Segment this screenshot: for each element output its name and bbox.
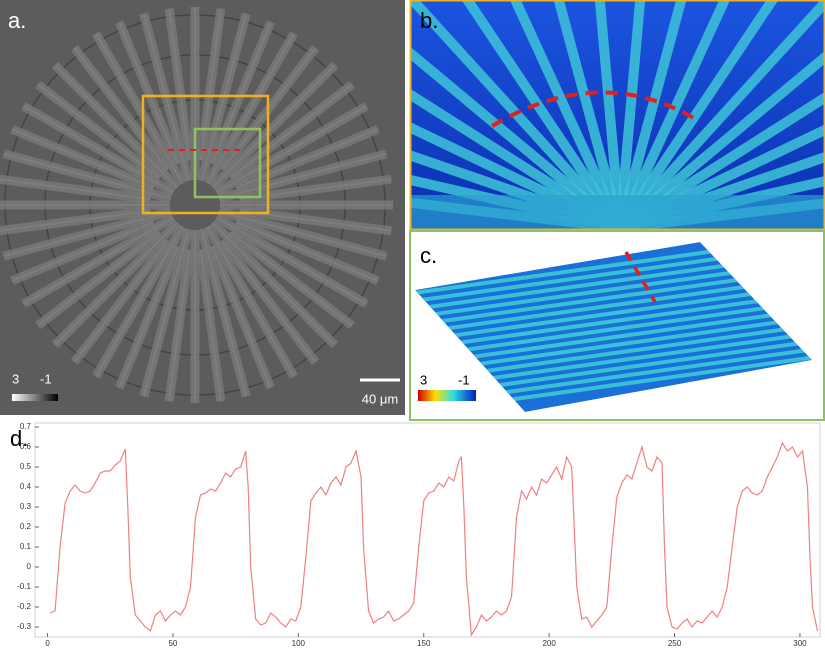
spoke: [51, 61, 181, 191]
spoke: [115, 244, 182, 390]
spoke: [214, 102, 369, 197]
ridge: [415, 297, 812, 361]
y-tick-label: -0.3: [17, 622, 31, 631]
zoom-box-c: [193, 127, 262, 199]
spoke: [139, 227, 193, 398]
panel-label: a.: [8, 8, 26, 33]
spoke: [2, 207, 173, 261]
spoke: [218, 237, 320, 365]
colorbar-min: -1: [458, 372, 470, 387]
ridge: [615, 1, 730, 229]
gray-colorbar: [12, 394, 58, 401]
y-tick-label: -0.1: [17, 582, 31, 591]
ridge: [411, 89, 623, 229]
ridge: [616, 51, 824, 229]
spoke: [209, 61, 339, 191]
spoke: [0, 206, 151, 236]
x-tick-label: 200: [542, 639, 556, 648]
data-line: [49, 441, 819, 637]
x-tick-label: 250: [668, 639, 682, 648]
panel-label: b.: [420, 8, 438, 33]
spoke: [214, 213, 369, 308]
panel-label: c.: [420, 243, 437, 268]
ridge: [594, 1, 625, 229]
y-tick-label: 0.7: [20, 422, 32, 431]
profile-line: [490, 90, 699, 128]
panel-label: d.: [10, 426, 28, 451]
ridge: [411, 47, 624, 229]
ridge: [615, 1, 646, 229]
x-tick-label: 100: [292, 639, 306, 648]
spoke: [209, 219, 339, 349]
ridge: [615, 1, 778, 229]
x-tick-label: 0: [45, 639, 50, 648]
y-tick-label: 0: [27, 562, 32, 571]
spoke: [196, 8, 226, 161]
spoke: [196, 249, 226, 402]
y-tick-label: 0.4: [20, 482, 32, 491]
colorbar-max: 3: [420, 372, 427, 387]
spoke: [21, 213, 176, 308]
spoke: [92, 224, 187, 379]
spoke: [234, 218, 380, 285]
panel-a: [0, 0, 405, 415]
ridge: [411, 1, 624, 229]
spoke: [208, 244, 275, 390]
spoke: [217, 207, 388, 261]
y-tick-label: 0.5: [20, 462, 32, 471]
spoke: [0, 174, 151, 204]
ridge: [615, 1, 687, 229]
x-tick-label: 150: [417, 639, 431, 648]
spoke: [203, 31, 298, 186]
spoke: [164, 249, 194, 402]
scale-label: 40 μm: [362, 391, 398, 406]
spoke: [203, 224, 298, 379]
jet-colorbar: [418, 390, 476, 401]
spoke: [21, 102, 176, 197]
y-tick-label: 0.2: [20, 522, 32, 531]
ridge: [553, 1, 625, 229]
spoke: [115, 20, 182, 166]
ridge: [510, 1, 625, 229]
colorbar-min: -1: [40, 371, 52, 386]
x-tick-label: 300: [793, 639, 807, 648]
spoke: [35, 228, 163, 330]
colorbar-max: 3: [12, 371, 19, 386]
ridge: [616, 1, 824, 229]
spoke: [227, 80, 355, 182]
spoke: [10, 218, 156, 285]
spoke: [227, 228, 355, 330]
ridge: [462, 1, 625, 229]
x-tick-label: 50: [168, 639, 177, 648]
y-tick-label: 0.6: [20, 442, 32, 451]
panel-d: d. -0.3 -0.2 -0.1 0 0.1 0.2 0.3 0.4 0.5 0.6 0.7 0 50…: [10, 422, 821, 648]
spoke: [70, 237, 172, 365]
plot-area: [34, 422, 821, 638]
ridge-base: [411, 195, 824, 229]
panel-b: [411, 1, 824, 229]
spoke: [70, 45, 172, 173]
spoke: [164, 8, 194, 161]
spoke: [239, 174, 392, 204]
y-tick-label: 0.3: [20, 502, 32, 511]
spoke: [35, 80, 163, 182]
spoke: [197, 227, 251, 398]
spoke: [10, 125, 156, 192]
spoke: [92, 31, 187, 186]
spoke: [51, 219, 181, 349]
spoke: [139, 12, 193, 183]
spoke: [208, 20, 275, 166]
y-tick-label: 0.1: [20, 542, 32, 551]
spoke: [197, 12, 251, 183]
profile-line: [624, 251, 657, 303]
y-tick-label: -0.2: [17, 602, 31, 611]
zoom-box-b: [141, 94, 270, 215]
spoke: [217, 149, 388, 203]
ridge: [617, 92, 824, 229]
